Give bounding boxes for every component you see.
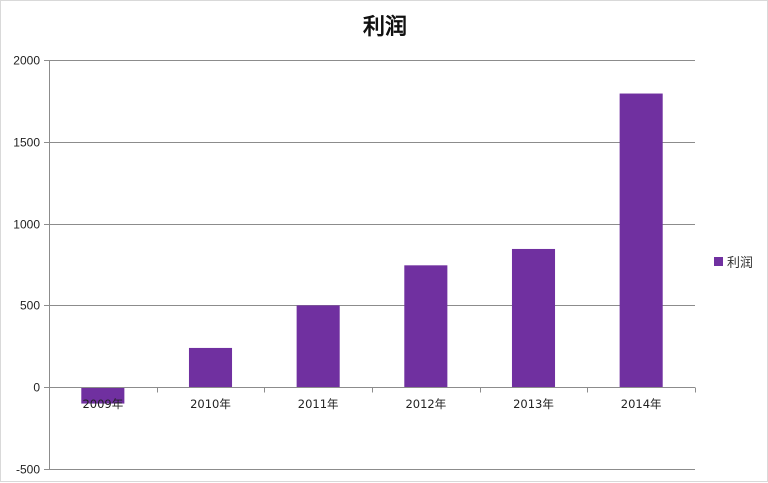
x-tick-label: 2010年 [190,397,231,411]
x-tick-label: 2011年 [298,397,339,411]
bar-2009年 [81,387,125,404]
y-tick-label: -500 [16,463,40,477]
y-tick-label: 2000 [13,54,40,68]
bar-2010年 [188,347,233,388]
x-tick-label: 2014年 [621,397,662,411]
bar-2014年 [619,93,663,388]
bar-2011年 [296,305,340,388]
legend-swatch [714,257,723,266]
y-tick-label: 0 [33,381,40,395]
chart-title: 利润 [362,15,407,40]
y-tick-label: 1500 [13,136,40,150]
legend-label: 利润 [727,256,754,271]
bar-2013年 [511,248,556,388]
bar-2012年 [404,265,448,388]
x-tick-label: 2009年 [82,397,123,411]
x-tick-label: 2013年 [513,397,554,411]
legend: 利润 [714,252,753,271]
y-tick-label: 1000 [13,218,40,232]
x-tick-label: 2012年 [405,397,446,411]
y-tick-label: 500 [20,299,40,313]
